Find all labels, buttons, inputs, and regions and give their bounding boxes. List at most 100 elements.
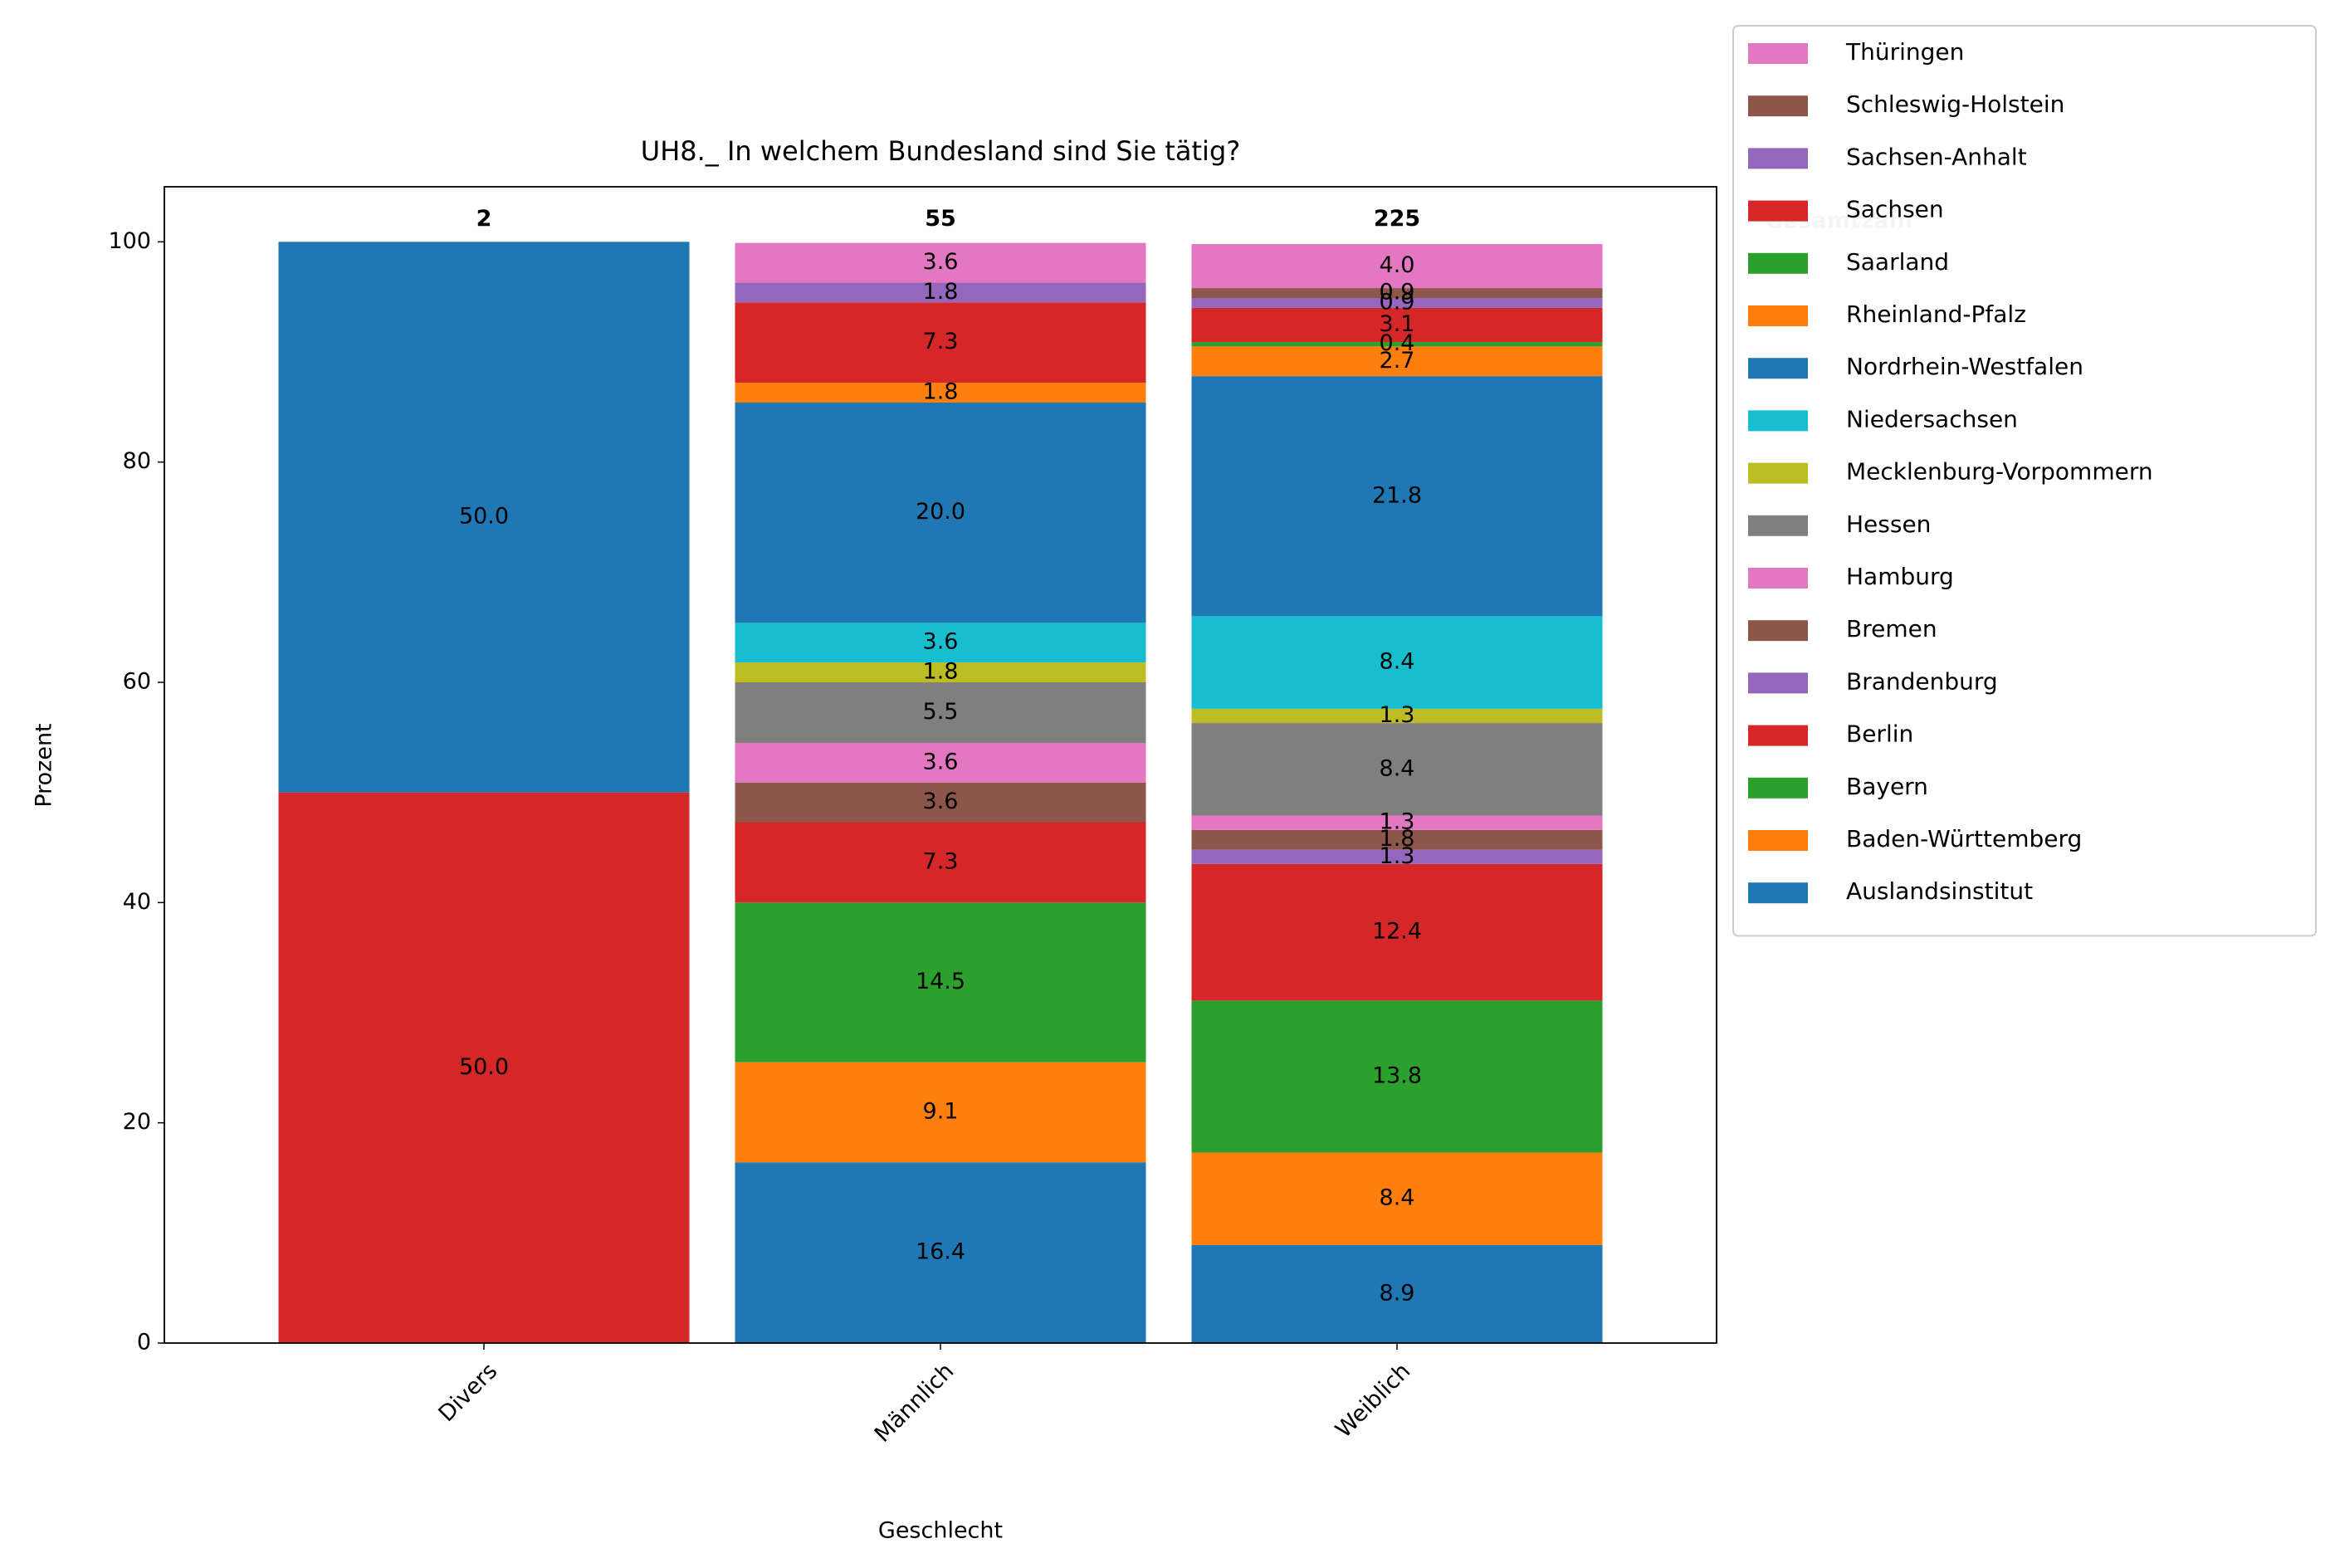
legend-swatch (1748, 725, 1808, 746)
value-label: 8.4 (1380, 1185, 1415, 1211)
legend-label: Baden-Württemberg (1846, 825, 2082, 852)
y-tick-label: 20 (123, 1109, 151, 1135)
bar-segment (1191, 307, 1603, 343)
total-label: 55 (925, 206, 956, 232)
bar-segment (735, 902, 1146, 1062)
y-tick-label: 0 (137, 1330, 151, 1356)
legend-swatch (1748, 830, 1808, 851)
value-label: 3.1 (1380, 311, 1415, 337)
bar-segment (1191, 1000, 1603, 1153)
bar-segment (1191, 1244, 1603, 1343)
bar-segment (1191, 297, 1603, 308)
bar-segment (1191, 849, 1603, 864)
legend-swatch (1748, 252, 1808, 274)
value-label: 1.8 (1380, 826, 1415, 852)
value-label: 0.9 (1380, 280, 1415, 305)
legend-label: Rheinland-Pfalz (1846, 300, 2026, 328)
y-tick-label: 100 (108, 228, 151, 254)
legend-swatch (1748, 672, 1808, 694)
legend-label: Hessen (1846, 510, 1931, 538)
legend-label: Bayern (1846, 773, 1928, 800)
bar-segment (1191, 863, 1603, 1001)
legend-label: Sachsen (1846, 196, 1944, 223)
y-tick-label: 80 (123, 448, 151, 474)
value-label: 50.0 (459, 1054, 509, 1080)
legend-box (1732, 25, 2317, 937)
bar-segment (278, 792, 690, 1343)
value-label: 20.0 (916, 499, 965, 525)
value-label: 3.6 (923, 249, 959, 275)
legend-label: Bremen (1846, 615, 1937, 642)
legend-label: Niedersachsen (1846, 405, 2018, 432)
value-label: 5.5 (923, 699, 959, 725)
bar-segment (735, 742, 1146, 783)
value-label: 16.4 (916, 1239, 965, 1265)
plot-frame (164, 186, 1717, 1344)
bar-segment (1191, 243, 1603, 289)
x-tick-label: Männlich (870, 1358, 960, 1448)
value-label: 1.3 (1380, 702, 1415, 728)
chart-title: UH8._ In welchem Bundesland sind Sie tät… (641, 135, 1240, 167)
legend-label: Mecklenburg-Vorpommern (1846, 458, 2153, 486)
value-label: 1.8 (923, 379, 959, 405)
value-label: 4.0 (1380, 252, 1415, 278)
bar-segment (735, 822, 1146, 903)
legend-label: Nordrhein-Westfalen (1846, 353, 2083, 380)
value-label: 3.6 (923, 629, 959, 655)
bar-segment (735, 682, 1146, 743)
bar-segment (735, 782, 1146, 823)
value-label: 9.1 (923, 1099, 959, 1125)
total-label: 225 (1374, 206, 1420, 232)
value-label: 3.6 (923, 789, 959, 814)
legend-label: Saarland (1846, 248, 1949, 276)
value-label: 8.4 (1380, 755, 1415, 781)
bar-segment (1191, 723, 1603, 816)
value-label: 1.8 (923, 279, 959, 305)
legend-swatch (1748, 305, 1808, 326)
bar-segment (735, 1162, 1146, 1343)
value-label: 12.4 (1372, 919, 1422, 945)
bar-segment (1191, 815, 1603, 830)
value-label: 1.3 (1380, 809, 1415, 835)
legend-swatch (1748, 43, 1808, 64)
legend-swatch (1748, 95, 1808, 117)
bar-segment (735, 623, 1146, 663)
value-label: 8.4 (1380, 649, 1415, 675)
bar-segment (1191, 288, 1603, 298)
bar-segment (735, 662, 1146, 682)
legend-swatch (1748, 882, 1808, 904)
bar-segment (1191, 342, 1603, 347)
total-label: 2 (476, 206, 492, 232)
bar-segment (1191, 1152, 1603, 1245)
value-label: 7.3 (923, 329, 959, 354)
bar-segment (735, 302, 1146, 383)
value-label: 2.7 (1380, 348, 1415, 374)
value-label: 1.3 (1380, 843, 1415, 869)
value-label: 7.3 (923, 848, 959, 874)
legend-label: Schleswig-Holstein (1846, 90, 2064, 118)
x-axis-label: Geschlecht (878, 1518, 1003, 1544)
legend-label: Berlin (1846, 720, 1913, 748)
x-tick-label: Weiblich (1331, 1358, 1415, 1443)
value-label: 0.9 (1380, 289, 1415, 315)
x-tick-label: Divers (433, 1358, 502, 1427)
value-label: 1.8 (923, 659, 959, 685)
bar-segment (1191, 376, 1603, 617)
value-label: 3.6 (923, 749, 959, 774)
legend-swatch (1748, 568, 1808, 589)
bar-segment (735, 1062, 1146, 1163)
legend-swatch (1748, 410, 1808, 432)
y-axis-label: Prozent (32, 723, 57, 807)
value-label: 0.4 (1380, 330, 1415, 356)
y-tick-label: 60 (123, 669, 151, 695)
value-label: 8.9 (1380, 1280, 1415, 1306)
bar-segment (735, 282, 1146, 303)
legend-label: Sachsen-Anhalt (1846, 143, 2027, 170)
bar-segment (1191, 616, 1603, 709)
legend-swatch (1748, 515, 1808, 536)
value-label: 14.5 (916, 969, 965, 994)
legend-label: Auslandsinstitut (1846, 877, 2033, 905)
legend-swatch (1748, 777, 1808, 799)
legend-swatch (1748, 620, 1808, 642)
bar-segment (735, 403, 1146, 623)
